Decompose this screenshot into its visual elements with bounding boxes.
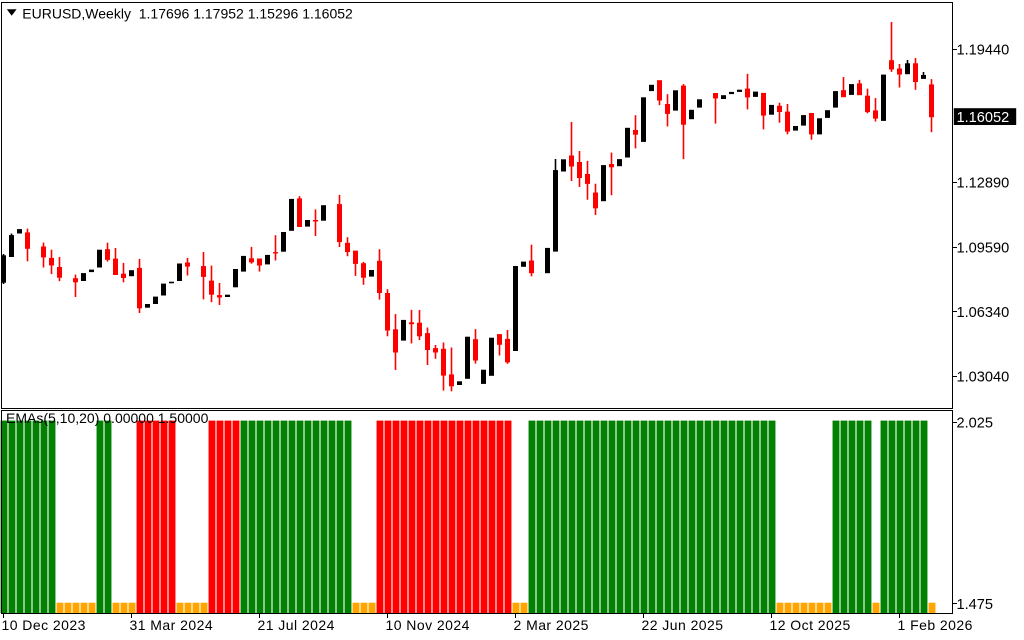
svg-text:1.12890: 1.12890 <box>957 175 1010 191</box>
svg-text:2 Mar 2025: 2 Mar 2025 <box>514 617 589 633</box>
svg-text:22 Jun 2025: 22 Jun 2025 <box>642 617 724 633</box>
svg-text:1.16052: 1.16052 <box>957 110 1010 126</box>
svg-text:2.025: 2.025 <box>957 415 994 431</box>
svg-text:21 Jul 2024: 21 Jul 2024 <box>258 617 335 633</box>
svg-text:EURUSD,Weekly 1.17696 1.17952: EURUSD,Weekly 1.17696 1.17952 1.15296 1.… <box>22 6 353 22</box>
svg-text:1.03040: 1.03040 <box>957 369 1010 385</box>
svg-text:10 Dec 2023: 10 Dec 2023 <box>2 617 86 633</box>
svg-text:1.475: 1.475 <box>957 597 994 613</box>
svg-text:31 Mar 2024: 31 Mar 2024 <box>130 617 214 633</box>
svg-text:10 Nov 2024: 10 Nov 2024 <box>386 617 470 633</box>
svg-text:1.09590: 1.09590 <box>957 240 1010 256</box>
svg-text:EMAs(5,10,20) 0.00000 1.50000: EMAs(5,10,20) 0.00000 1.50000 <box>6 410 209 426</box>
svg-text:1.06340: 1.06340 <box>957 305 1010 321</box>
svg-text:12 Oct 2025: 12 Oct 2025 <box>770 617 851 633</box>
svg-text:1 Feb 2026: 1 Feb 2026 <box>898 617 973 633</box>
svg-text:1.19440: 1.19440 <box>957 43 1010 59</box>
